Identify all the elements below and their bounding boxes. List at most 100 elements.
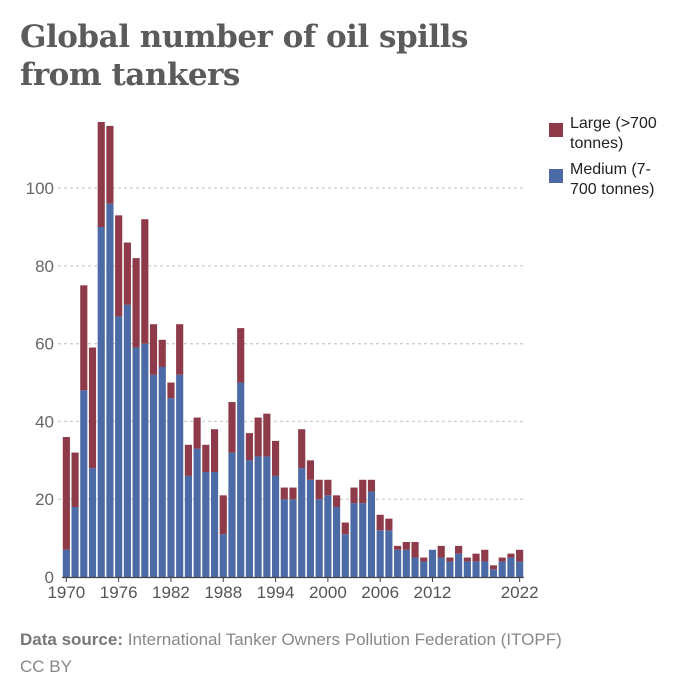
bar-large-1972 [80, 285, 88, 391]
bar-large-2007 [385, 518, 393, 531]
bar-large-1996 [289, 487, 297, 500]
bar-medium-1981 [158, 367, 166, 577]
bar-medium-1971 [71, 507, 79, 577]
legend-label-large: Large (>700 tonnes) [570, 115, 657, 152]
y-tick-label-40: 40 [35, 412, 54, 431]
bars [62, 122, 524, 577]
bar-medium-1975 [106, 203, 114, 577]
bar-medium-2014 [446, 561, 454, 577]
bar-large-1991 [245, 433, 253, 461]
bar-large-2021 [507, 553, 515, 558]
bar-large-1973 [88, 347, 97, 469]
data-source: Data source: International Tanker Owners… [20, 626, 562, 653]
bar-medium-2015 [455, 553, 463, 577]
bar-medium-1993 [263, 456, 271, 577]
x-tick-label-1988: 1988 [204, 583, 242, 602]
bar-large-2018 [481, 549, 489, 562]
bar-medium-2001 [333, 507, 341, 577]
x-tick-label-1982: 1982 [152, 583, 190, 602]
bar-medium-2009 [402, 549, 410, 577]
bar-large-2006 [376, 514, 384, 531]
x-tick-label-2012: 2012 [414, 583, 452, 602]
bar-medium-1988 [219, 534, 227, 577]
bar-medium-1986 [202, 472, 210, 577]
bar-large-1970 [62, 437, 70, 550]
bar-large-1989 [228, 402, 236, 453]
data-source-label: Data source: [20, 630, 123, 649]
bar-medium-2022 [516, 561, 524, 577]
bar-large-2009 [402, 542, 410, 550]
bar-medium-1991 [245, 460, 253, 577]
bar-medium-2021 [507, 557, 515, 577]
bar-large-2019 [489, 565, 498, 570]
bar-medium-2007 [385, 530, 393, 577]
bar-medium-2008 [394, 549, 402, 577]
legend-swatch-large [549, 123, 563, 137]
bar-medium-2013 [437, 557, 445, 577]
bar-large-1979 [141, 219, 149, 344]
bar-medium-1982 [167, 398, 175, 577]
bar-medium-1985 [193, 448, 201, 577]
x-axis: 1970 1976 1982 1988 1994 2000 2006 2012 2022 [47, 576, 539, 602]
bar-large-2005 [367, 479, 376, 492]
bar-large-2016 [463, 557, 471, 562]
bar-large-1987 [210, 429, 219, 472]
bar-large-2014 [446, 557, 454, 562]
bar-large-1986 [202, 444, 210, 472]
bar-large-2001 [333, 495, 341, 507]
bar-medium-2010 [411, 557, 419, 577]
data-source-text: International Tanker Owners Pollution Fe… [127, 630, 562, 649]
bar-large-1999 [315, 479, 323, 500]
bar-large-1980 [149, 324, 158, 375]
bar-large-1995 [280, 487, 288, 500]
bar-large-2002 [341, 522, 349, 535]
bar-medium-2019 [489, 569, 498, 577]
bar-large-2003 [350, 487, 358, 504]
bar-medium-1980 [149, 374, 158, 577]
bar-medium-1972 [80, 390, 88, 577]
bar-medium-2002 [341, 534, 349, 577]
bar-large-1974 [97, 122, 105, 227]
bar-medium-1997 [298, 468, 306, 577]
bar-medium-2005 [367, 491, 376, 577]
y-tick-label-0: 0 [45, 568, 54, 587]
bar-medium-1974 [97, 227, 105, 577]
bar-large-1971 [71, 452, 79, 507]
bar-large-2022 [516, 549, 524, 562]
legend-item-large: Large (>700 tonnes) [549, 114, 689, 154]
x-tick-label-2000: 2000 [309, 583, 347, 602]
bar-medium-1984 [184, 475, 192, 577]
bar-medium-2003 [350, 503, 358, 577]
bar-large-2020 [498, 557, 506, 562]
bar-medium-1998 [306, 479, 315, 577]
x-tick-label-2022: 2022 [501, 583, 539, 602]
bar-medium-1990 [237, 382, 245, 577]
bar-medium-1987 [210, 472, 219, 577]
y-axis-tick-labels: 0 20 40 60 80 100 [26, 179, 54, 587]
bar-medium-2016 [463, 561, 471, 577]
license: CC BY [20, 657, 72, 676]
bar-large-2010 [411, 542, 419, 558]
bar-medium-1978 [132, 347, 140, 577]
bar-large-2000 [324, 479, 332, 496]
bar-medium-1999 [315, 499, 323, 577]
bar-medium-2012 [428, 549, 437, 577]
bar-large-1976 [115, 215, 123, 317]
bar-medium-1976 [115, 316, 123, 577]
bar-large-1992 [254, 417, 262, 457]
x-tick-label-2006: 2006 [361, 583, 399, 602]
bar-large-2011 [420, 557, 428, 562]
y-tick-label-60: 60 [35, 335, 54, 354]
bar-medium-2020 [498, 561, 506, 577]
bar-large-2017 [472, 553, 480, 562]
bar-large-1975 [106, 125, 114, 204]
bar-medium-1989 [228, 452, 236, 577]
legend-swatch-medium [549, 169, 563, 183]
legend-item-medium: Medium (7-700 tonnes) [549, 160, 689, 200]
x-tick-label-1976: 1976 [100, 583, 138, 602]
bar-large-2004 [359, 479, 367, 504]
bar-medium-1992 [254, 456, 262, 577]
bar-medium-2017 [472, 561, 480, 577]
bar-medium-1973 [88, 468, 97, 577]
